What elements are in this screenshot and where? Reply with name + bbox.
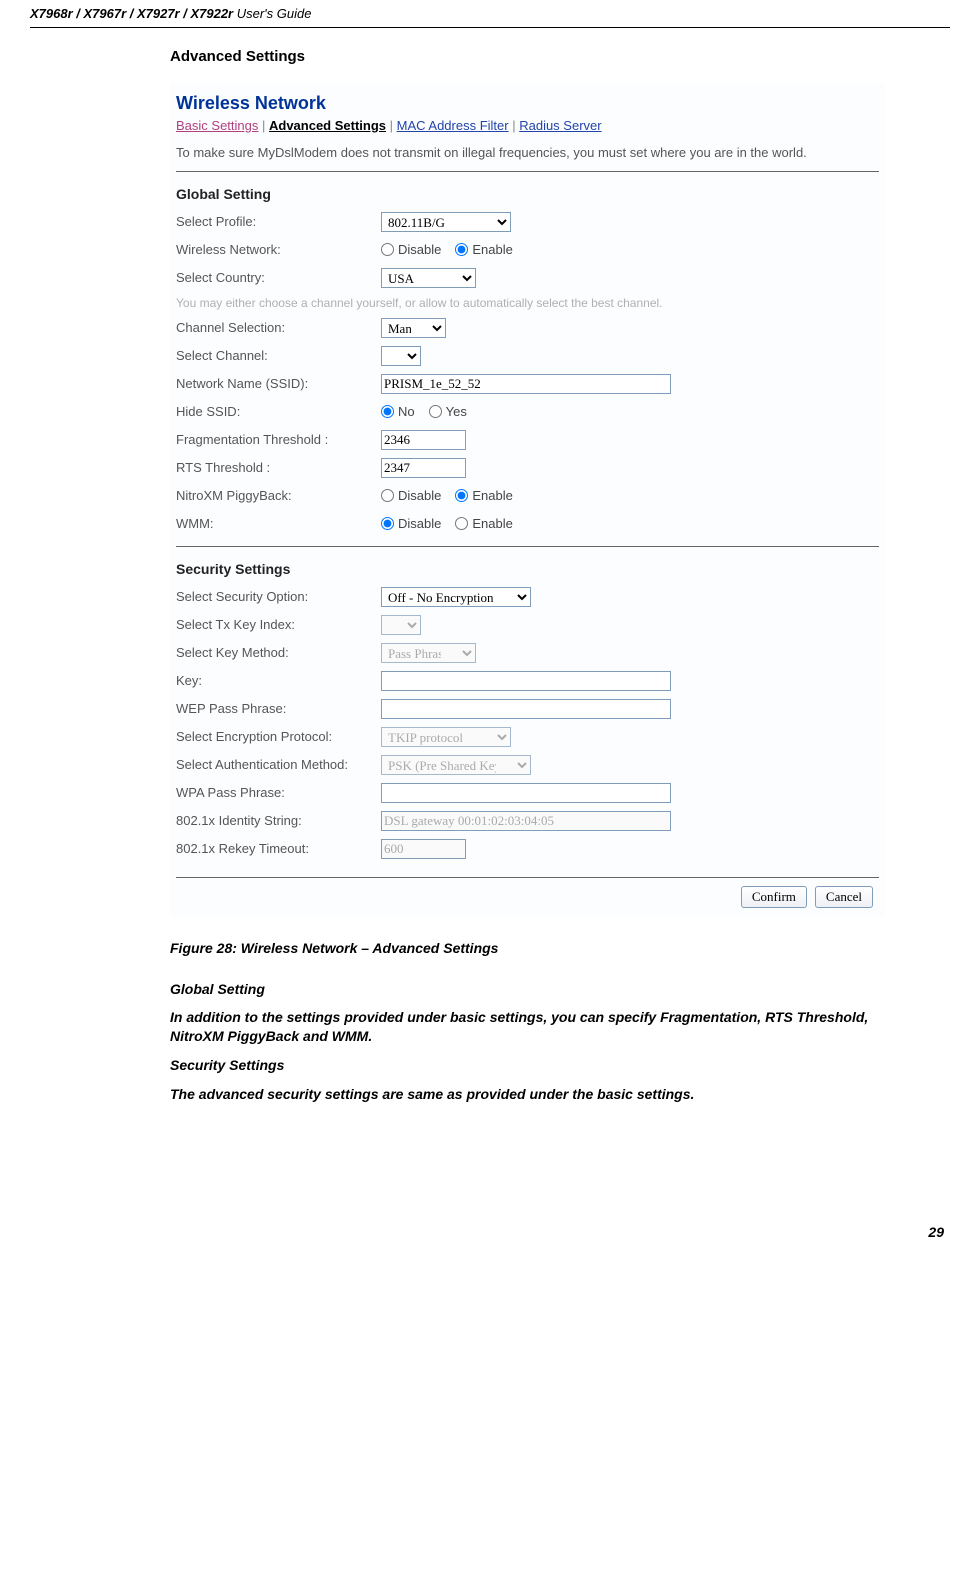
label-enc-proto: Select Encryption Protocol: [176,729,381,744]
label-rekey: 802.1x Rekey Timeout: [176,841,381,856]
settings-panel: Wireless Network Basic Settings | Advanc… [170,83,885,916]
radio-label-enable: Enable [472,242,512,257]
security-heading: Security Settings [176,561,879,577]
doc-models: X7968r / X7967r / X7927r / X7922r [30,6,233,21]
input-wpa-phrase[interactable] [381,783,671,803]
select-country[interactable]: USA [381,268,476,288]
tab-bar: Basic Settings | Advanced Settings | MAC… [176,118,879,133]
channel-hint: You may either choose a channel yourself… [176,296,879,310]
radio-wireless-disable[interactable] [381,243,394,256]
label-frag: Fragmentation Threshold : [176,432,381,447]
tab-radius[interactable]: Radius Server [519,118,601,133]
label-wep-phrase: WEP Pass Phrase: [176,701,381,716]
label-wpa-phrase: WPA Pass Phrase: [176,785,381,800]
panel-title: Wireless Network [176,93,879,114]
figure-caption: Figure 28: Wireless Network – Advanced S… [170,940,950,956]
cancel-button[interactable]: Cancel [815,886,873,908]
global-heading: Global Setting [176,186,879,202]
select-tx-index[interactable]: 0 [381,615,421,635]
button-row: Confirm Cancel [176,886,879,908]
section-title: Advanced Settings [170,48,950,65]
label-wireless: Wireless Network: [176,242,381,257]
separator [176,171,879,172]
input-wep-phrase[interactable] [381,699,671,719]
radio-piggy-disable[interactable] [381,489,394,502]
page-number: 29 [30,1224,950,1240]
heading-security: Security Settings [170,1056,885,1075]
input-key[interactable] [381,671,671,691]
select-enc-proto[interactable]: TKIP protocol [381,727,511,747]
label-piggy: NitroXM PiggyBack: [176,488,381,503]
radio-hide-yes[interactable] [429,405,442,418]
select-profile[interactable]: 802.11B/G [381,212,511,232]
input-identity[interactable] [381,811,671,831]
tab-mac-filter[interactable]: MAC Address Filter [397,118,509,133]
body-text: Global Setting In addition to the settin… [170,980,885,1104]
select-key-method[interactable]: Pass Phrase [381,643,476,663]
input-ssid[interactable] [381,374,671,394]
label-hide-ssid: Hide SSID: [176,404,381,419]
radio-label-disable2: Disable [398,488,441,503]
label-wmm: WMM: [176,516,381,531]
confirm-button[interactable]: Confirm [741,886,807,908]
select-channel[interactable]: 1 [381,346,421,366]
label-rts: RTS Threshold : [176,460,381,475]
separator-3 [176,877,879,878]
radio-label-yes: Yes [446,404,467,419]
label-channel: Select Channel: [176,348,381,363]
para-security: The advanced security settings are same … [170,1085,885,1104]
radio-piggy-enable[interactable] [455,489,468,502]
select-security[interactable]: Off - No Encryption [381,587,531,607]
doc-guide: User's Guide [237,6,312,21]
label-profile: Select Profile: [176,214,381,229]
label-sec-option: Select Security Option: [176,589,381,604]
input-rts[interactable] [381,458,466,478]
label-identity: 802.1x Identity String: [176,813,381,828]
label-auth-method: Select Authentication Method: [176,757,381,772]
label-country: Select Country: [176,270,381,285]
label-key-method: Select Key Method: [176,645,381,660]
tab-basic[interactable]: Basic Settings [176,118,258,133]
label-tx-index: Select Tx Key Index: [176,617,381,632]
radio-hide-no[interactable] [381,405,394,418]
separator-2 [176,546,879,547]
label-channel-sel: Channel Selection: [176,320,381,335]
radio-label-enable2: Enable [472,488,512,503]
radio-wmm-enable[interactable] [455,517,468,530]
label-key: Key: [176,673,381,688]
tab-advanced[interactable]: Advanced Settings [269,118,386,133]
radio-label-disable3: Disable [398,516,441,531]
input-rekey[interactable] [381,839,466,859]
select-channel-mode[interactable]: Manual [381,318,446,338]
radio-label-enable3: Enable [472,516,512,531]
para-global: In addition to the settings provided und… [170,1008,885,1046]
select-auth-method[interactable]: PSK (Pre Shared Key) [381,755,531,775]
heading-global: Global Setting [170,980,885,999]
radio-label-no: No [398,404,415,419]
label-ssid: Network Name (SSID): [176,376,381,391]
input-frag[interactable] [381,430,466,450]
radio-wmm-disable[interactable] [381,517,394,530]
doc-header: X7968r / X7967r / X7927r / X7922r User's… [30,0,950,28]
radio-label-disable: Disable [398,242,441,257]
intro-text: To make sure MyDslModem does not transmi… [176,143,879,163]
radio-wireless-enable[interactable] [455,243,468,256]
